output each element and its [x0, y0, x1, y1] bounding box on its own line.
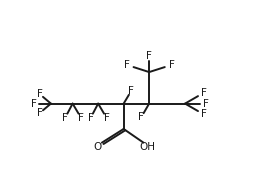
Text: F: F: [138, 112, 144, 122]
Text: OH: OH: [139, 142, 155, 152]
Text: F: F: [37, 89, 42, 99]
Text: F: F: [37, 108, 42, 118]
Text: F: F: [104, 113, 110, 123]
Text: F: F: [168, 60, 174, 70]
Text: F: F: [30, 99, 36, 109]
Text: F: F: [62, 113, 68, 123]
Text: F: F: [201, 109, 207, 119]
Text: F: F: [203, 99, 209, 109]
Text: O: O: [94, 142, 102, 152]
Text: F: F: [128, 86, 134, 96]
Text: F: F: [78, 113, 84, 123]
Text: F: F: [88, 113, 93, 123]
Text: F: F: [146, 51, 152, 61]
Text: F: F: [201, 88, 207, 98]
Text: F: F: [124, 60, 130, 70]
